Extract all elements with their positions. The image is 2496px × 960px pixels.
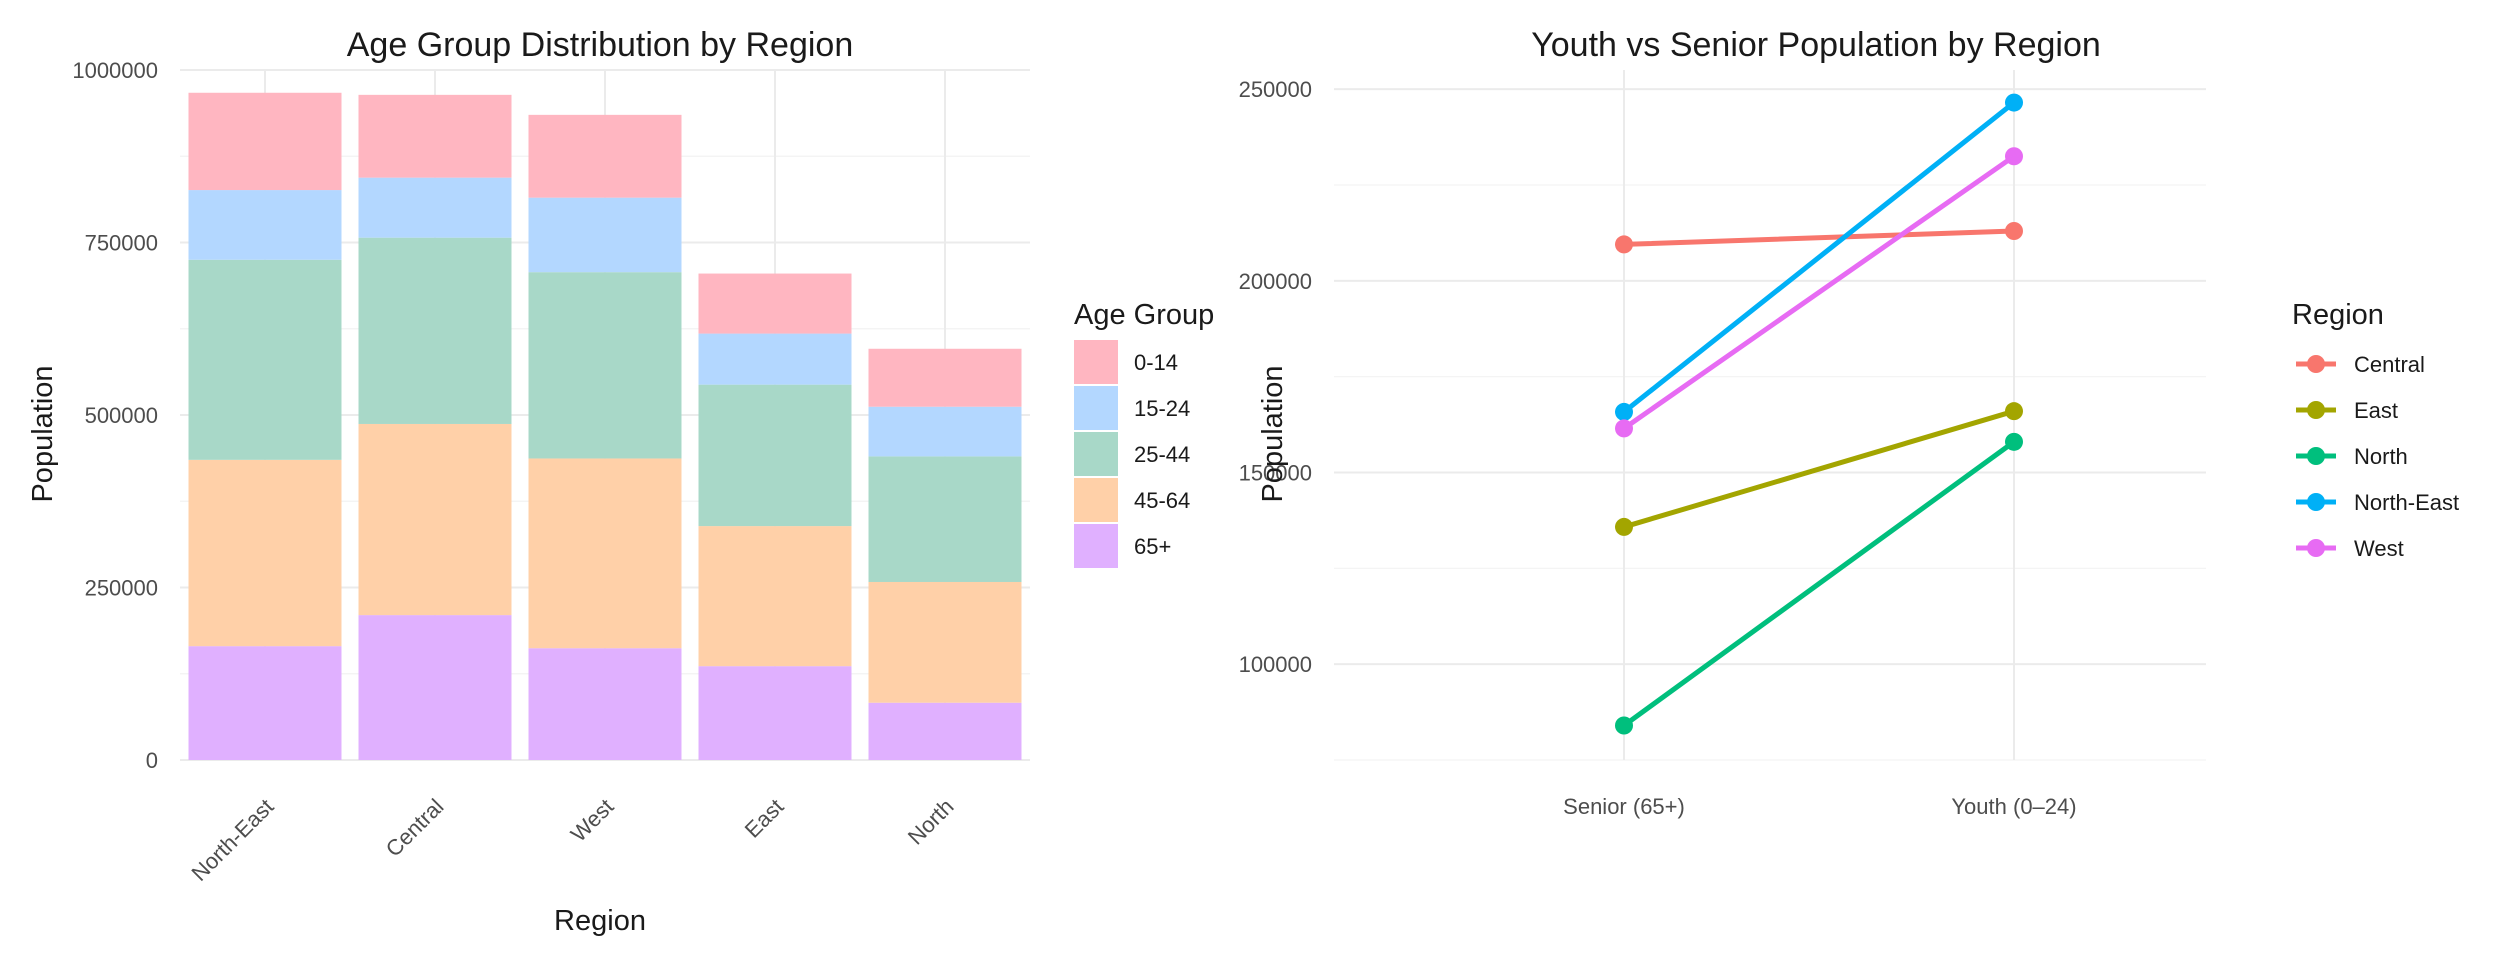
bar-segment-45-64 bbox=[698, 526, 852, 667]
bar-legend-key bbox=[1074, 524, 1118, 568]
bar-x-tick-label: North bbox=[903, 794, 959, 850]
line-legend-label: West bbox=[2354, 536, 2404, 561]
bar-legend-label: 25-44 bbox=[1134, 442, 1190, 467]
bar-legend-key bbox=[1074, 340, 1118, 384]
bar-segment-15-24 bbox=[868, 406, 1022, 457]
bar-chart-y-tick-labels: 0 250000 500000 750000 1000000 bbox=[72, 58, 158, 773]
line-point-North bbox=[2005, 432, 2023, 451]
line-series-North-East bbox=[1621, 100, 2017, 415]
line-point-North-East bbox=[2005, 93, 2023, 112]
line-x-tick-label: Youth (0–24) bbox=[1951, 794, 2076, 819]
bar-segment-45-64 bbox=[358, 423, 512, 616]
bar-y-tick-label: 750000 bbox=[85, 231, 158, 256]
line-legend-key-point bbox=[2307, 539, 2325, 557]
bar-segment-15-24 bbox=[188, 190, 342, 260]
line-point-East bbox=[1615, 517, 1633, 536]
line-chart-y-tick-labels: 100000 150000 200000 250000 bbox=[1239, 77, 1312, 677]
line-y-tick-label: 200000 bbox=[1239, 269, 1312, 294]
line-point-Central bbox=[2005, 222, 2023, 240]
bar-segment-25-44 bbox=[188, 259, 342, 460]
bar-segment-65+ bbox=[528, 648, 682, 760]
line-chart-legend: Region Central East North North-East West bbox=[2292, 299, 2459, 561]
bar-legend-key bbox=[1074, 432, 1118, 476]
line-chart: Youth vs Senior Population by Region 100… bbox=[1239, 26, 2460, 819]
bar-segment-0-14 bbox=[528, 114, 682, 198]
bar-segment-25-44 bbox=[528, 272, 682, 459]
line-legend-key-point bbox=[2307, 447, 2325, 465]
bar-segment-45-64 bbox=[528, 458, 682, 649]
line-legend-key-point bbox=[2307, 493, 2325, 511]
line-legend-label: North-East bbox=[2354, 490, 2459, 515]
bar-segment-45-64 bbox=[188, 459, 342, 647]
line-point-North bbox=[1615, 716, 1633, 735]
line-chart-title: Youth vs Senior Population by Region bbox=[1531, 26, 2101, 64]
line-series-East bbox=[1621, 408, 2017, 530]
line-point-East bbox=[2005, 402, 2023, 421]
bar-chart-legend: Age Group 0-14 15-24 25-44 45-64 65+ bbox=[1074, 299, 1214, 568]
line-legend-key-point bbox=[2307, 401, 2325, 419]
line-chart-legend-title: Region bbox=[2292, 299, 2384, 331]
bar-segment-25-44 bbox=[358, 237, 512, 424]
line-point-Central bbox=[1615, 235, 1633, 254]
line-x-tick-label: Senior (65+) bbox=[1563, 794, 1685, 819]
stacked-bar-chart: Age Group Distribution by Region 0 250000… bbox=[27, 26, 1214, 937]
bar-y-tick-label: 1000000 bbox=[72, 58, 158, 83]
bar-legend-label: 65+ bbox=[1134, 534, 1171, 559]
bar-legend-label: 0-14 bbox=[1134, 350, 1178, 375]
bar-segment-15-24 bbox=[528, 197, 682, 273]
bar-segment-15-24 bbox=[358, 177, 512, 238]
line-legend-label: Central bbox=[2354, 352, 2425, 377]
line-legend-label: East bbox=[2354, 398, 2398, 423]
bar-legend-label: 45-64 bbox=[1134, 488, 1190, 513]
bar-segment-65+ bbox=[868, 702, 1022, 760]
bar-legend-label: 15-24 bbox=[1134, 396, 1190, 421]
line-chart-x-tick-labels: Senior (65+) Youth (0–24) bbox=[1563, 794, 2076, 819]
bar-chart-x-axis-label: Region bbox=[554, 905, 646, 937]
bar-segment-65+ bbox=[188, 646, 342, 760]
bar-chart-y-axis-label: Population bbox=[27, 365, 59, 502]
line-point-West bbox=[1615, 419, 1633, 438]
bar-segment-0-14 bbox=[358, 94, 512, 178]
bar-segment-65+ bbox=[358, 615, 512, 760]
bar-chart-title: Age Group Distribution by Region bbox=[347, 26, 854, 64]
bar-y-tick-label: 250000 bbox=[85, 576, 158, 601]
line-series-North bbox=[1621, 439, 2017, 728]
bar-segment-25-44 bbox=[868, 456, 1022, 582]
bar-y-tick-label: 500000 bbox=[85, 403, 158, 428]
line-chart-series bbox=[1615, 93, 2023, 735]
line-legend-key-point bbox=[2307, 355, 2325, 373]
bar-legend-key bbox=[1074, 386, 1118, 430]
bar-segment-25-44 bbox=[698, 384, 852, 527]
line-point-West bbox=[2005, 147, 2023, 166]
line-point-North-East bbox=[1615, 402, 1633, 421]
bar-chart-bars bbox=[188, 92, 1022, 760]
bar-y-tick-label: 0 bbox=[146, 748, 158, 773]
bar-legend-key bbox=[1074, 478, 1118, 522]
line-chart-y-axis-label: Population bbox=[1257, 365, 1289, 502]
line-series-Central bbox=[1621, 228, 2017, 247]
bar-chart-legend-title: Age Group bbox=[1074, 299, 1214, 331]
bar-x-tick-label: Central bbox=[381, 794, 449, 862]
line-legend-label: North bbox=[2354, 444, 2408, 469]
bar-segment-65+ bbox=[698, 666, 852, 760]
bar-segment-0-14 bbox=[188, 92, 342, 191]
bar-x-tick-label: North-East bbox=[187, 794, 279, 886]
bar-x-tick-label: West bbox=[566, 794, 619, 847]
line-y-tick-label: 250000 bbox=[1239, 77, 1312, 102]
bar-chart-x-tick-labels: North-East Central West East North bbox=[187, 794, 959, 886]
bar-x-tick-label: East bbox=[740, 794, 789, 843]
line-chart-grid bbox=[1334, 70, 2206, 761]
line-y-tick-label: 150000 bbox=[1239, 461, 1312, 486]
bar-segment-45-64 bbox=[868, 581, 1022, 703]
bar-segment-15-24 bbox=[698, 333, 852, 385]
bar-segment-0-14 bbox=[868, 348, 1022, 407]
line-series-West bbox=[1621, 153, 2017, 431]
line-y-tick-label: 100000 bbox=[1239, 652, 1312, 677]
bar-segment-0-14 bbox=[698, 273, 852, 334]
